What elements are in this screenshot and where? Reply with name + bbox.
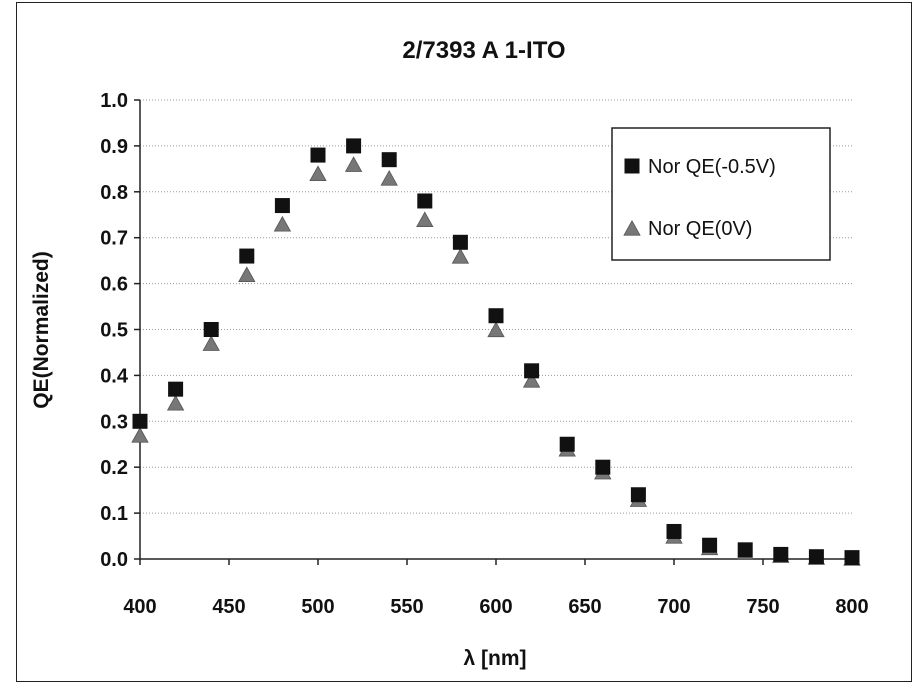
data-point-triangle bbox=[416, 211, 434, 227]
data-point-square bbox=[274, 198, 290, 214]
legend-label: Nor QE(-0.5V) bbox=[648, 156, 776, 178]
x-tick-label: 750 bbox=[746, 596, 779, 618]
data-point-triangle bbox=[380, 170, 398, 186]
data-point-triangle bbox=[309, 165, 327, 182]
data-point-square bbox=[203, 322, 219, 337]
x-tick-label: 550 bbox=[390, 596, 423, 618]
y-tick-label: 0.5 bbox=[100, 320, 128, 342]
data-point-triangle bbox=[166, 394, 185, 411]
x-tick-label: 650 bbox=[568, 596, 601, 618]
y-tick-label: 0.3 bbox=[100, 411, 128, 433]
y-tick-label: 0.2 bbox=[100, 457, 128, 479]
data-point-square bbox=[737, 542, 753, 558]
x-tick-label: 500 bbox=[301, 596, 334, 618]
y-tick-label: 1.0 bbox=[100, 90, 128, 112]
data-point-square bbox=[310, 147, 326, 163]
data-point-square bbox=[417, 193, 433, 209]
tick-labels: 0.0 0.1 0.2 0.3 0.4 0.5 0.6 0.7 0.8 0.9 1.0 400 450 5… bbox=[100, 90, 869, 618]
data-point-square bbox=[773, 546, 789, 562]
y-axis-title: QE(Normalized) bbox=[30, 251, 53, 409]
data-point-square bbox=[488, 308, 504, 324]
data-point-triangle bbox=[238, 266, 256, 283]
chart-frame bbox=[16, 2, 912, 682]
data-point-triangle bbox=[487, 321, 505, 338]
y-tick-label: 0.1 bbox=[100, 503, 128, 525]
data-point-square bbox=[808, 549, 824, 565]
y-tick-label: 0.8 bbox=[100, 182, 128, 204]
data-point-square bbox=[844, 550, 860, 566]
x-tick-label: 400 bbox=[123, 596, 156, 618]
y-tick-label: 0.7 bbox=[100, 228, 128, 250]
legend-box bbox=[611, 127, 831, 261]
legend-label: Nor QE(0V) bbox=[648, 218, 752, 240]
y-tick-label: 0.6 bbox=[100, 274, 128, 296]
x-tick-label: 700 bbox=[657, 596, 690, 618]
data-point-triangle bbox=[344, 156, 363, 172]
data-point-square bbox=[452, 234, 468, 250]
data-point-square bbox=[132, 413, 148, 429]
data-point-square bbox=[346, 138, 362, 154]
data-point-triangle bbox=[202, 335, 220, 351]
data-point-triangle bbox=[273, 215, 292, 232]
x-axis-title: λ [nm] bbox=[464, 647, 527, 670]
data-point-triangle bbox=[131, 427, 149, 443]
chart-title: 2/7393 A 1-ITO bbox=[402, 37, 565, 64]
data-point-square bbox=[595, 459, 611, 475]
legend-marker-square bbox=[624, 158, 640, 174]
data-point-square bbox=[666, 523, 682, 539]
legend: Nor QE(-0.5V) Nor QE(0V) bbox=[611, 127, 831, 261]
data-point-square bbox=[524, 363, 540, 379]
data-point-square bbox=[702, 537, 718, 553]
data-point-square bbox=[239, 248, 255, 264]
y-tick-label: 0.4 bbox=[100, 365, 129, 387]
x-tick-label: 450 bbox=[212, 596, 245, 618]
data-point-square bbox=[168, 381, 184, 397]
x-tick-label: 800 bbox=[835, 596, 868, 618]
data-points bbox=[131, 138, 861, 566]
y-tick-label: 0.9 bbox=[100, 136, 128, 158]
data-point-square bbox=[559, 436, 575, 452]
data-point-square bbox=[381, 152, 397, 168]
data-point-square bbox=[630, 487, 646, 503]
y-tick-label: 0.0 bbox=[100, 549, 128, 571]
x-tick-label: 600 bbox=[479, 596, 512, 618]
legend-marker-triangle bbox=[623, 219, 641, 236]
data-point-triangle bbox=[522, 371, 541, 388]
data-point-triangle bbox=[451, 248, 470, 264]
